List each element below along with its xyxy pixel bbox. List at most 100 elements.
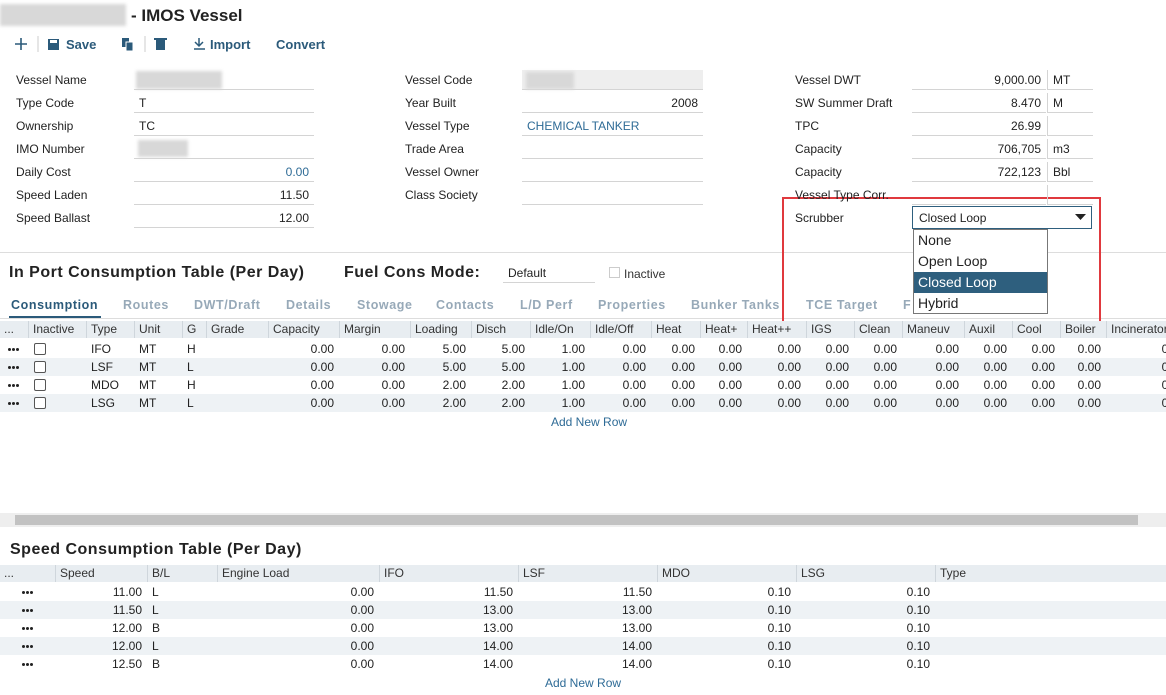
- column-header: Boiler: [1060, 321, 1106, 338]
- row-menu[interactable]: [8, 384, 11, 387]
- cell: 0.00: [718, 378, 742, 392]
- column-header: LSF: [518, 565, 657, 582]
- tab[interactable]: Stowage: [357, 298, 413, 312]
- cell: 0.00: [873, 396, 897, 410]
- import-icon[interactable]: [194, 38, 205, 50]
- save-icon[interactable]: [48, 39, 59, 50]
- cell: LSF: [91, 360, 114, 374]
- field-input[interactable]: 8.470: [912, 93, 1046, 113]
- add-row-link[interactable]: Add New Row: [545, 676, 622, 690]
- redacted-imo: [138, 140, 188, 157]
- field-input[interactable]: 9,000.00: [912, 70, 1046, 90]
- add-icon[interactable]: [15, 38, 27, 50]
- column-header: ...: [0, 321, 28, 338]
- field-input[interactable]: [522, 185, 703, 205]
- cell: 13.00: [482, 603, 513, 617]
- tab[interactable]: Properties: [598, 298, 666, 312]
- tab[interactable]: TCE Target: [806, 298, 878, 312]
- tab-underline: [9, 316, 101, 318]
- dropdown-option[interactable]: Open Loop: [918, 253, 988, 269]
- field-label: Speed Ballast: [16, 211, 91, 225]
- cell: 1.00: [561, 342, 585, 356]
- cell: 0.00: [718, 360, 742, 374]
- import-button[interactable]: Import: [210, 37, 251, 52]
- field-input[interactable]: T: [134, 93, 314, 113]
- scrollbar[interactable]: [0, 513, 1166, 527]
- dropdown-option[interactable]: Hybrid: [918, 295, 959, 311]
- cell: 0.00: [350, 603, 374, 617]
- field-label: Scrubber: [795, 211, 844, 225]
- save-button[interactable]: Save: [66, 37, 97, 52]
- field-input[interactable]: 11.50: [134, 185, 314, 205]
- fuel-mode-input[interactable]: Default: [503, 263, 595, 283]
- row-menu[interactable]: [8, 348, 11, 351]
- cell: 0.10: [906, 621, 930, 635]
- cell: 0.10: [906, 657, 930, 671]
- cell: H: [187, 378, 196, 392]
- field-input[interactable]: [522, 162, 703, 182]
- add-row-link[interactable]: Add New Row: [551, 415, 628, 429]
- cell: 14.00: [621, 639, 652, 653]
- cell: 11.50: [622, 585, 652, 599]
- cell: 0.00: [777, 396, 801, 410]
- convert-button[interactable]: Convert: [276, 37, 326, 52]
- field-input[interactable]: 706,705: [912, 139, 1046, 159]
- section-title: In Port Consumption Table (Per Day): [9, 264, 305, 281]
- scrubber-value: Closed Loop: [919, 211, 987, 225]
- delete-icon[interactable]: [156, 39, 165, 50]
- field-label: Daily Cost: [16, 165, 71, 179]
- cell: 0.00: [935, 360, 959, 374]
- row-menu[interactable]: [22, 645, 25, 648]
- row-menu[interactable]: [22, 627, 25, 630]
- row-checkbox[interactable]: [34, 379, 46, 391]
- field-input[interactable]: 722,123: [912, 162, 1046, 182]
- field-input[interactable]: [912, 185, 1046, 205]
- tab[interactable]: Details: [286, 298, 332, 312]
- field-input[interactable]: 26.99: [912, 116, 1046, 136]
- column-header: G: [182, 321, 206, 338]
- row-menu[interactable]: [22, 663, 25, 666]
- cell: 0.00: [825, 342, 849, 356]
- field-input[interactable]: 2008: [522, 93, 703, 113]
- cell: 0.00: [935, 378, 959, 392]
- dropdown-option[interactable]: None: [918, 232, 952, 248]
- column-header: Type: [86, 321, 134, 338]
- tab[interactable]: Routes: [123, 298, 169, 312]
- field-label: Capacity: [795, 142, 842, 156]
- row-checkbox[interactable]: [34, 361, 46, 373]
- cell: 0.10: [767, 657, 791, 671]
- tab[interactable]: Contacts: [436, 298, 495, 312]
- tab[interactable]: F: [903, 298, 912, 312]
- scrubber-select[interactable]: Closed Loop: [912, 206, 1092, 229]
- field-input[interactable]: [134, 70, 314, 90]
- dropdown-option[interactable]: Closed Loop: [914, 272, 1047, 293]
- inactive-checkbox[interactable]: [609, 267, 620, 278]
- field-input[interactable]: TC: [134, 116, 314, 136]
- tab[interactable]: DWT/Draft: [194, 298, 261, 312]
- row-menu[interactable]: [8, 366, 11, 369]
- cell: 0.00: [983, 378, 1007, 392]
- field-input[interactable]: 0.00: [134, 162, 314, 182]
- cell: LSG: [91, 396, 116, 410]
- column-header: Grade: [206, 321, 268, 338]
- tab[interactable]: Bunker Tanks: [691, 298, 780, 312]
- row-menu[interactable]: [22, 609, 25, 612]
- row-checkbox[interactable]: [34, 343, 46, 355]
- inactive-label: Inactive: [624, 267, 666, 281]
- field-input[interactable]: [522, 139, 703, 159]
- cell: 1.00: [561, 360, 585, 374]
- field-input[interactable]: 12.00: [134, 208, 314, 228]
- row-checkbox[interactable]: [34, 397, 46, 409]
- window-title: - IMOS Vessel: [131, 6, 243, 25]
- cell: 0.00: [381, 378, 405, 392]
- tab[interactable]: Consumption: [11, 298, 99, 312]
- cell: 0.10: [906, 639, 930, 653]
- tab[interactable]: L/D Perf: [520, 298, 573, 312]
- cell: MT: [139, 360, 157, 374]
- field-input[interactable]: [134, 139, 314, 159]
- row-stripe: [0, 637, 1166, 655]
- row-menu[interactable]: [22, 591, 25, 594]
- field-input[interactable]: CHEMICAL TANKER: [522, 116, 703, 136]
- cell: 0.00: [1161, 396, 1166, 410]
- row-menu[interactable]: [8, 402, 11, 405]
